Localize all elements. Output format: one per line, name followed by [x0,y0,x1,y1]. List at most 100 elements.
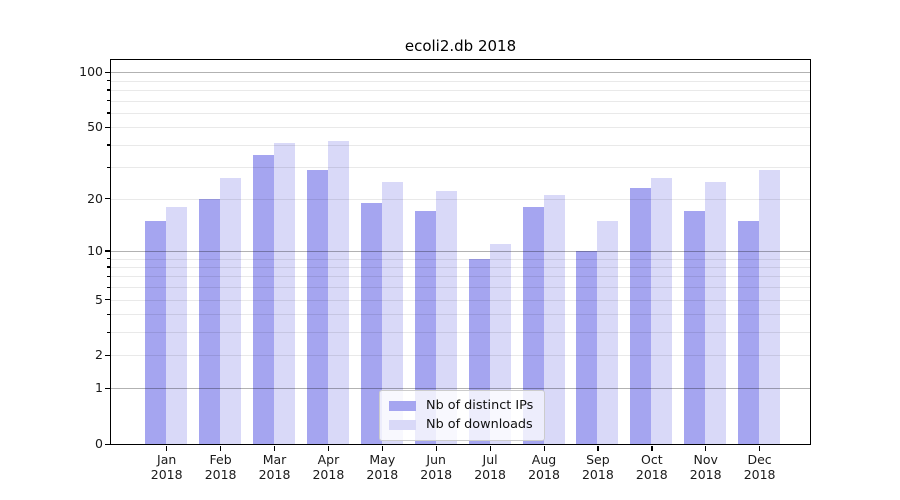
bar-distinct-ips-apr [306,169,328,444]
bar-distinct-ips-sep [576,250,598,444]
x-tick-month-text: Oct [640,452,663,467]
y-minor-tick-3 [107,331,110,334]
x-tick-feb [220,446,222,451]
x-tick-may [381,446,384,451]
x-tick-label-aug: Aug 2018 [512,452,576,482]
y-minor-tick-7 [107,275,110,278]
y-minor-tick-9 [107,258,110,260]
x-tick-nov [705,446,707,451]
x-tick-label-jun: Jun 2018 [404,452,468,482]
y-tick-label-20: 20 [87,190,103,206]
gridline-y-90 [111,80,810,82]
x-tick-label-apr: Apr 2018 [296,452,360,482]
x-tick-year-text: 2018 [581,467,614,482]
x-tick-label-feb: Feb 2018 [189,452,253,482]
y-tick-0 [105,443,110,445]
y-tick-5 [105,299,110,301]
y-tick-label-50: 50 [87,119,103,135]
gridline-y-70 [111,100,810,102]
x-tick-month-text: Dec [747,452,772,467]
y-tick-50 [105,126,110,128]
y-minor-tick-80 [107,89,110,91]
x-tick-sep [597,446,599,451]
x-tick-month-text: Feb [209,452,232,467]
bar-distinct-ips-jun [414,211,436,444]
gridline-y-10 [111,250,810,252]
bar-downloads-oct [651,178,673,444]
x-tick-year-text: 2018 [312,467,345,482]
x-tick-year-text: 2018 [204,467,237,482]
y-tick-1 [105,387,110,389]
y-minor-tick-90 [107,80,110,82]
x-tick-month-text: Aug [531,452,557,467]
legend-item-distinct-ips: Nb of distinct IPs [389,396,533,415]
x-tick-oct [651,446,653,451]
bar-downloads-apr [327,140,349,444]
x-tick-month-text: May [369,452,396,467]
x-tick-month-text: Jan [157,452,177,467]
legend-label-distinct-ips: Nb of distinct IPs [426,398,534,413]
legend: Nb of distinct IPs Nb of downloads [379,390,546,441]
y-tick-2 [105,354,110,357]
bar-distinct-ips-nov [684,211,706,444]
x-tick-month-text: Nov [693,452,718,467]
x-tick-month-text: Mar [262,452,287,467]
x-tick-year-text: 2018 [258,467,291,482]
legend-item-downloads: Nb of downloads [389,415,533,434]
bar-distinct-ips-jan [145,220,167,444]
x-tick-month-text: Jun [426,452,446,467]
x-tick-year-text: 2018 [689,467,722,482]
x-tick-label-sep: Sep 2018 [566,452,630,482]
legend-label-downloads: Nb of downloads [426,417,533,432]
gridline-y-80 [111,89,810,91]
x-tick-jun [435,446,437,451]
x-tick-aug [543,446,545,451]
x-tick-year-text: 2018 [474,467,506,482]
gridline-y-30 [111,167,810,169]
gridline-y-6 [111,287,810,289]
x-tick-label-may: May 2018 [350,452,414,482]
chart-title: ecoli2.db 2018 [404,37,517,55]
gridline-y-40 [111,144,810,146]
y-tick-label-10: 10 [87,242,103,258]
bar-distinct-ips-may [360,202,382,444]
y-tick-label-0: 0 [95,436,103,451]
legend-swatch-downloads [389,419,416,430]
y-minor-tick-70 [107,100,110,102]
bar-distinct-ips-oct [630,187,652,444]
x-tick-year-text: 2018 [150,467,183,482]
gridline-y-9 [111,258,810,260]
x-tick-label-jul: Jul 2018 [458,452,522,482]
y-minor-tick-6 [107,286,110,288]
x-tick-year-text: 2018 [366,467,399,482]
x-tick-month-text: Jul [482,452,498,467]
x-tick-apr [327,446,330,451]
gridline-y-7 [111,276,810,278]
gridline-y-60 [111,112,810,114]
x-tick-year-text: 2018 [743,467,776,482]
gridline-y-20 [111,198,810,200]
x-tick-year-text: 2018 [420,467,453,482]
y-minor-tick-40 [107,144,110,146]
x-tick-month-text: Apr [317,452,340,467]
bar-distinct-ips-feb [199,198,221,444]
x-tick-label-dec: Dec 2018 [728,452,792,482]
gridline-y-4 [111,314,810,316]
bar-downloads-mar [274,142,295,444]
x-tick-dec [759,446,761,451]
x-tick-label-nov: Nov 2018 [674,452,738,482]
y-minor-tick-8 [107,266,110,268]
bar-downloads-feb [220,178,242,444]
x-tick-jul [489,446,491,451]
y-minor-tick-4 [107,313,110,316]
x-tick-label-jan: Jan 2018 [135,452,199,482]
gridline-y-3 [111,332,810,334]
bar-downloads-may [381,181,403,444]
x-tick-label-mar: Mar 2018 [243,452,307,482]
x-tick-jan [166,446,168,451]
bar-distinct-ips-mar [253,155,274,444]
gridline-y-1 [111,388,810,390]
bar-distinct-ips-aug [522,206,544,444]
bar-downloads-nov [705,181,727,444]
